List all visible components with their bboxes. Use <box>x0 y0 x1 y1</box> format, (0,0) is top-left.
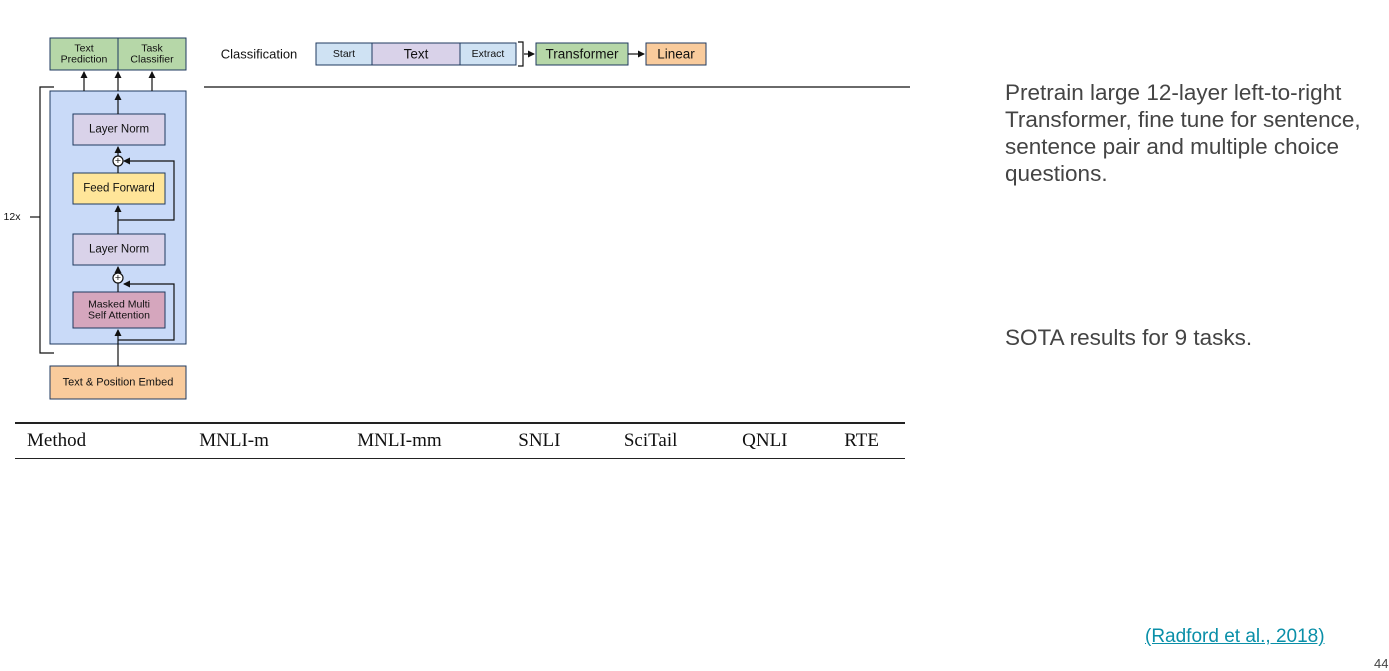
layer-norm-bottom-box <box>72 233 166 266</box>
layer-norm-top-box <box>72 113 166 146</box>
page-number: 44 <box>1374 656 1389 671</box>
layer-norm-bottom-label: Layer Norm <box>89 244 149 256</box>
classification-linear-box <box>645 42 707 66</box>
feed-forward-label: Feed Forward <box>83 183 155 195</box>
description-pretrain: Pretrain large 12-layer left-to-right Tr… <box>1005 80 1361 186</box>
feed-forward-box <box>72 172 166 205</box>
header-mnli-mm: MNLI-mm <box>357 430 442 451</box>
description-sota: SOTA results for 9 tasks. <box>1005 325 1253 350</box>
header-snli: SNLI <box>518 430 561 451</box>
text-prediction-box <box>49 37 119 71</box>
classification-token-2-box <box>459 42 517 66</box>
layer-norm-top-label: Layer Norm <box>89 124 149 136</box>
task-label-classification: Classification <box>221 47 298 62</box>
citation-link[interactable]: (Radford et al., 2018) <box>1145 626 1325 647</box>
classification-token-2-label: Extract <box>472 48 505 60</box>
task-classifier-box <box>117 37 187 71</box>
text-position-embed-label: Text & Position Embed <box>63 377 174 389</box>
header-scitail: SciTail <box>623 430 678 451</box>
repeat-bracket <box>39 86 54 354</box>
classification-linear-label: Linear <box>657 47 695 62</box>
residual-skip <box>118 280 175 341</box>
input-bracket <box>518 41 524 67</box>
classification-transformer-label: Transformer <box>545 47 619 62</box>
masked-self-attention-box <box>72 291 166 329</box>
residual-add-top-symbol: + <box>115 155 121 167</box>
classification-token-1-label: Text <box>404 47 429 62</box>
header-qnli: QNLI <box>742 430 788 451</box>
repeat-label: 12x <box>4 211 22 223</box>
header-mnli-m: MNLI-m <box>199 430 269 451</box>
gpt-finetuning-diagram: Text Prediction Task Classifier Layer Norm Fe… <box>4 37 910 400</box>
text-position-embed-box <box>49 365 187 400</box>
task-classifier-label: Task Classifier <box>130 42 174 65</box>
masked-self-attention-label: Masked Multi Self Attention <box>88 298 150 321</box>
table-header-row: Method MNLI-m MNLI-mm SNLI SciTail QNLI … <box>15 423 905 459</box>
results-table: Method MNLI-m MNLI-mm SNLI SciTail QNLI … <box>15 422 905 459</box>
classification-token-0-label: Start <box>333 48 355 60</box>
header-rte: RTE <box>844 430 879 451</box>
residual-skip <box>118 157 175 221</box>
header-method: Method <box>27 430 87 451</box>
residual-add-bottom-symbol: + <box>115 272 121 284</box>
text-prediction-label: Text Prediction <box>61 42 108 65</box>
